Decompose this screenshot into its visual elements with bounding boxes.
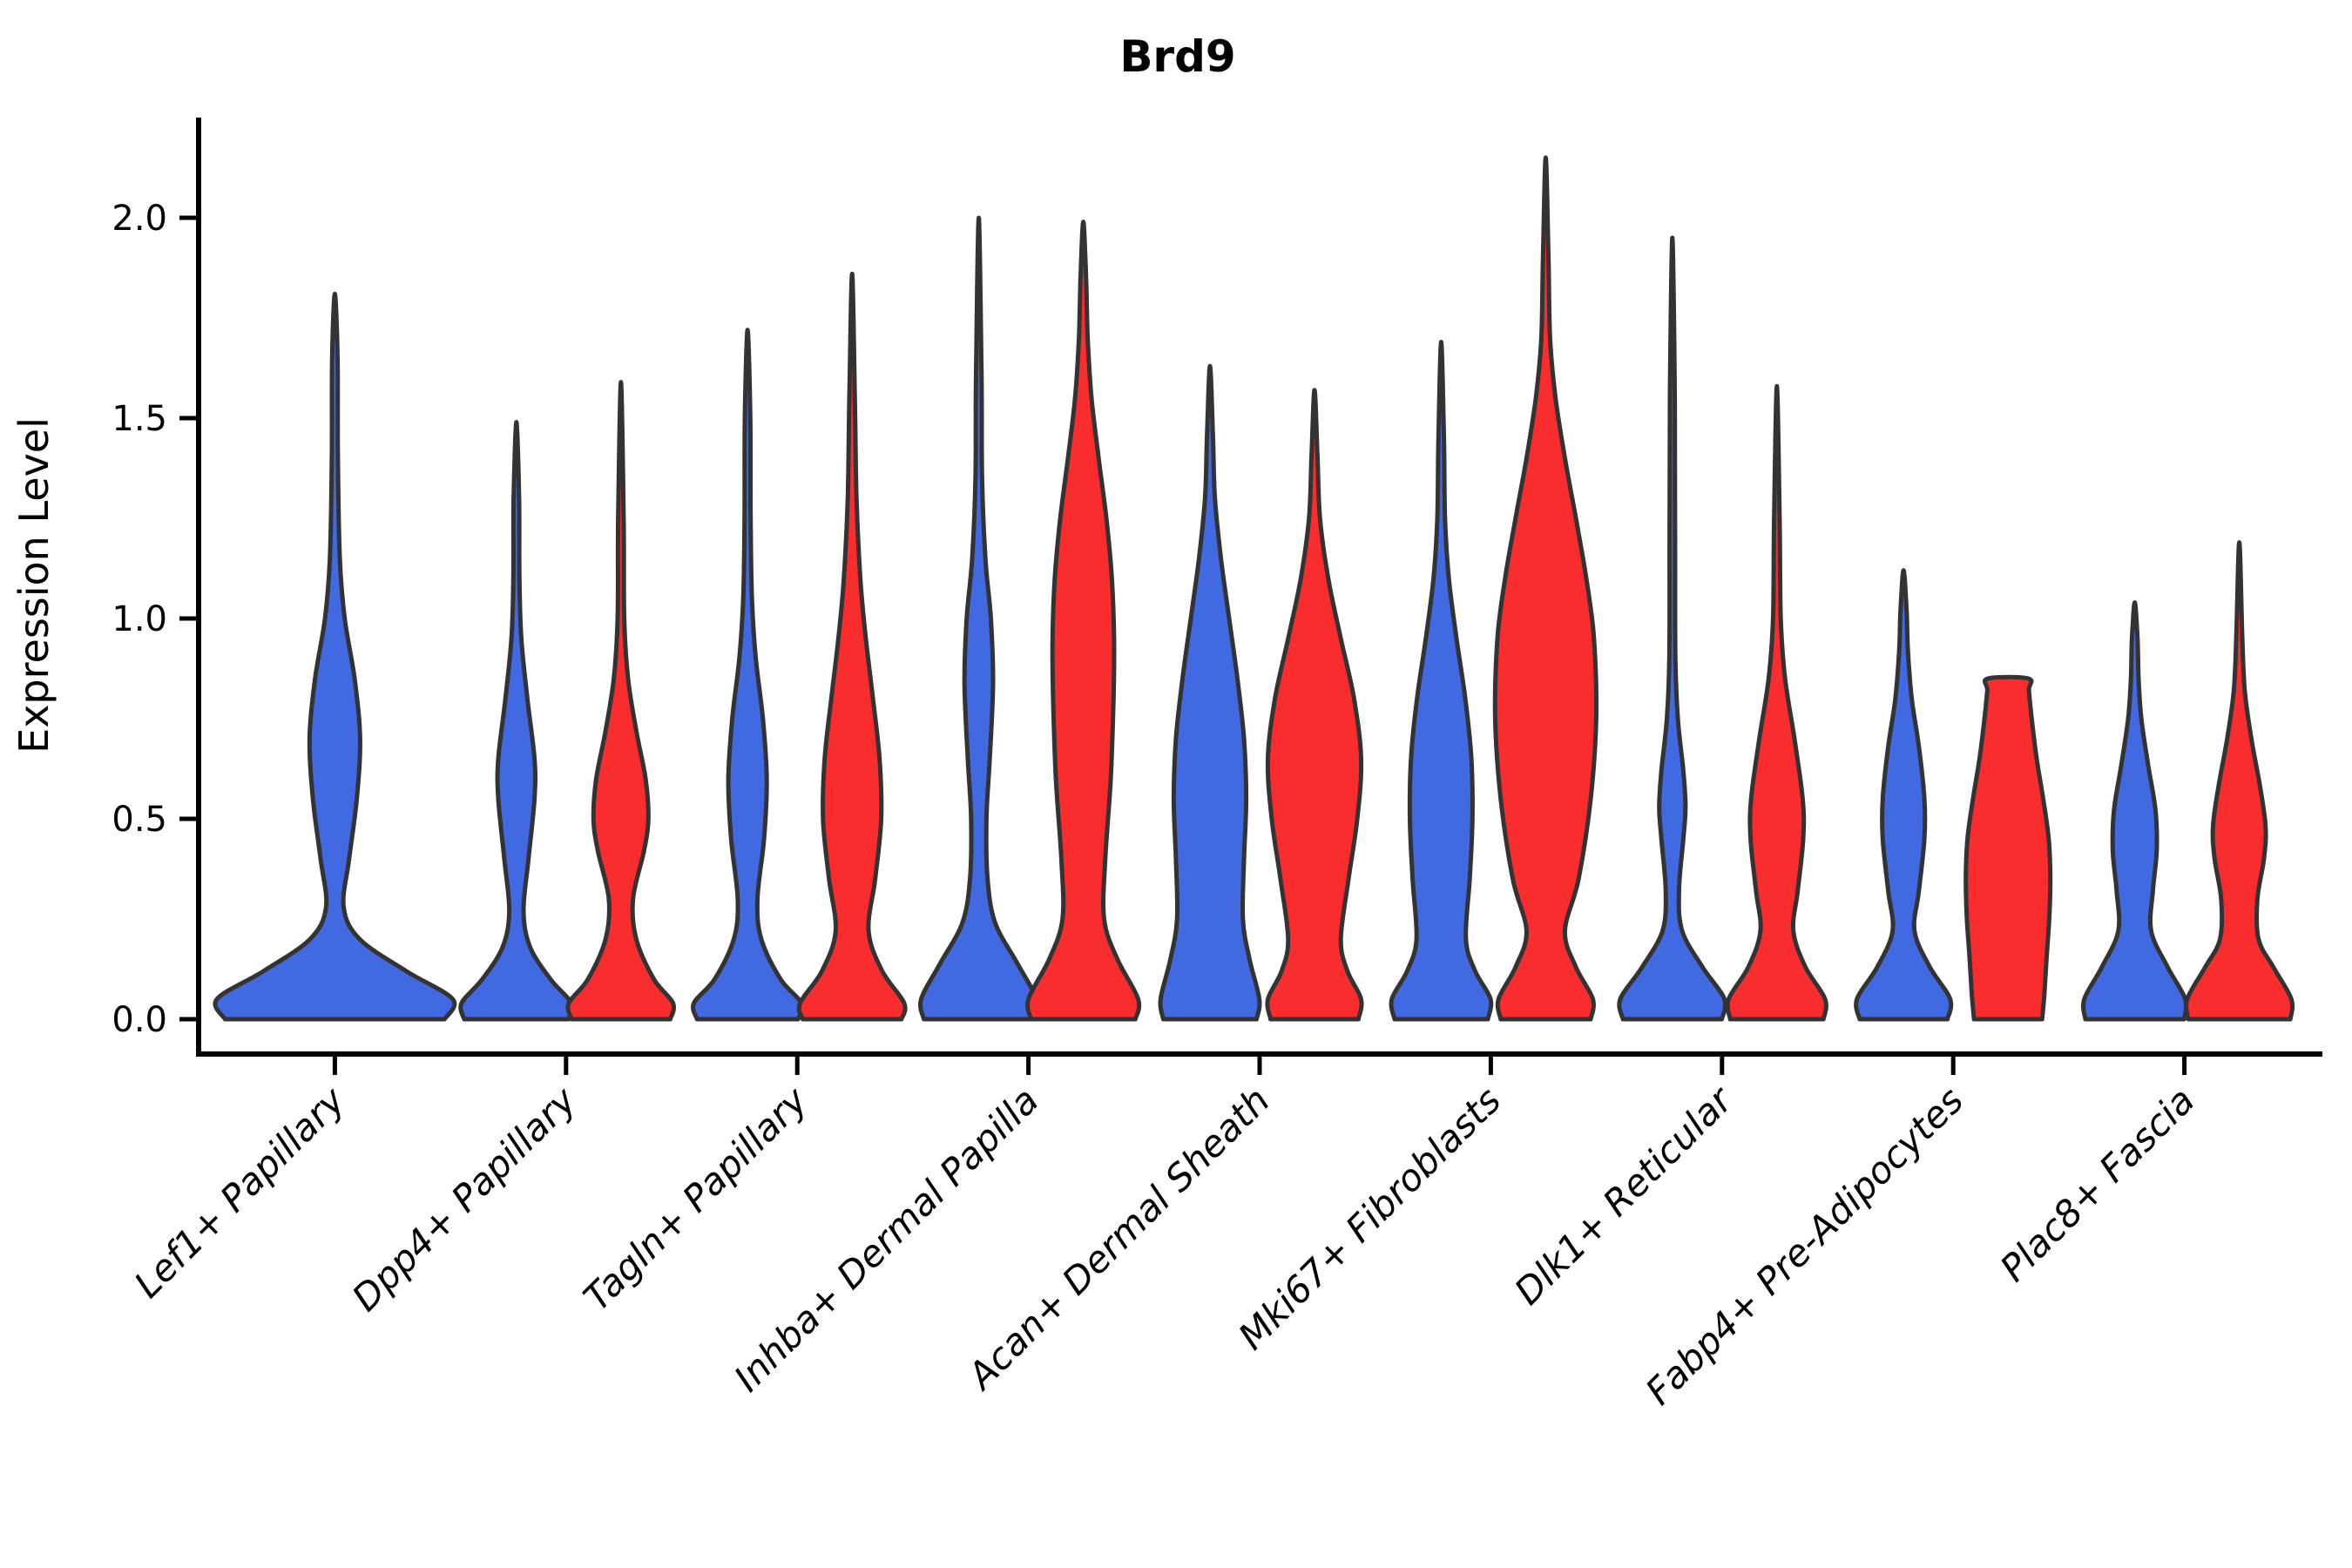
chart-title: Brd9 <box>1119 31 1235 82</box>
x-category-label: Lef1+ Papillary <box>126 1078 355 1307</box>
violin-blue-dlk1-reticular <box>1617 235 1728 1022</box>
violin-red-inhba-dermal-papilla <box>1025 220 1142 1022</box>
y-tick-label: 1.0 <box>112 599 167 639</box>
violin-blue-dpp4-papillary <box>458 420 575 1022</box>
x-category-label: Mki67+ Fibroblasts <box>1230 1078 1509 1357</box>
x-category-label: Dpp4+ Papillary <box>344 1078 585 1320</box>
violin-blue-lef1-papillary <box>213 291 457 1022</box>
violin-red-plac8-fascia <box>2184 540 2295 1022</box>
violin-blue-mki67-fibroblasts <box>1389 340 1494 1022</box>
violin-red-fabp4-pre-adipocytes <box>1963 674 2053 1022</box>
y-tick-label: 2.0 <box>112 199 167 239</box>
violin-blue-inhba-dermal-papilla <box>918 215 1040 1022</box>
violin-blue-tagln-papillary <box>691 328 805 1022</box>
x-category-label: Tagln+ Papillary <box>575 1078 816 1320</box>
violin-red-dpp4-papillary <box>565 380 677 1022</box>
y-tick-label: 0.0 <box>112 1000 167 1040</box>
x-category-label: Plac8+ Fascia <box>1992 1078 2203 1289</box>
violin-blue-plac8-fascia <box>2080 600 2189 1022</box>
violin-red-tagln-papillary <box>796 271 908 1022</box>
violin-blue-fabp4-pre-adipocytes <box>1854 568 1954 1022</box>
y-tick-label: 0.5 <box>112 800 167 840</box>
violin-red-dlk1-reticular <box>1725 383 1828 1022</box>
y-tick-label: 1.5 <box>112 399 167 439</box>
violin-red-mki67-fibroblasts <box>1492 155 1599 1022</box>
violin-red-acan-dermal-sheath <box>1265 388 1364 1022</box>
x-category-label: Dlk1+ Reticular <box>1506 1077 1742 1313</box>
violin-blue-acan-dermal-sheath <box>1158 363 1262 1022</box>
y-axis-label: Expression Level <box>10 417 57 754</box>
